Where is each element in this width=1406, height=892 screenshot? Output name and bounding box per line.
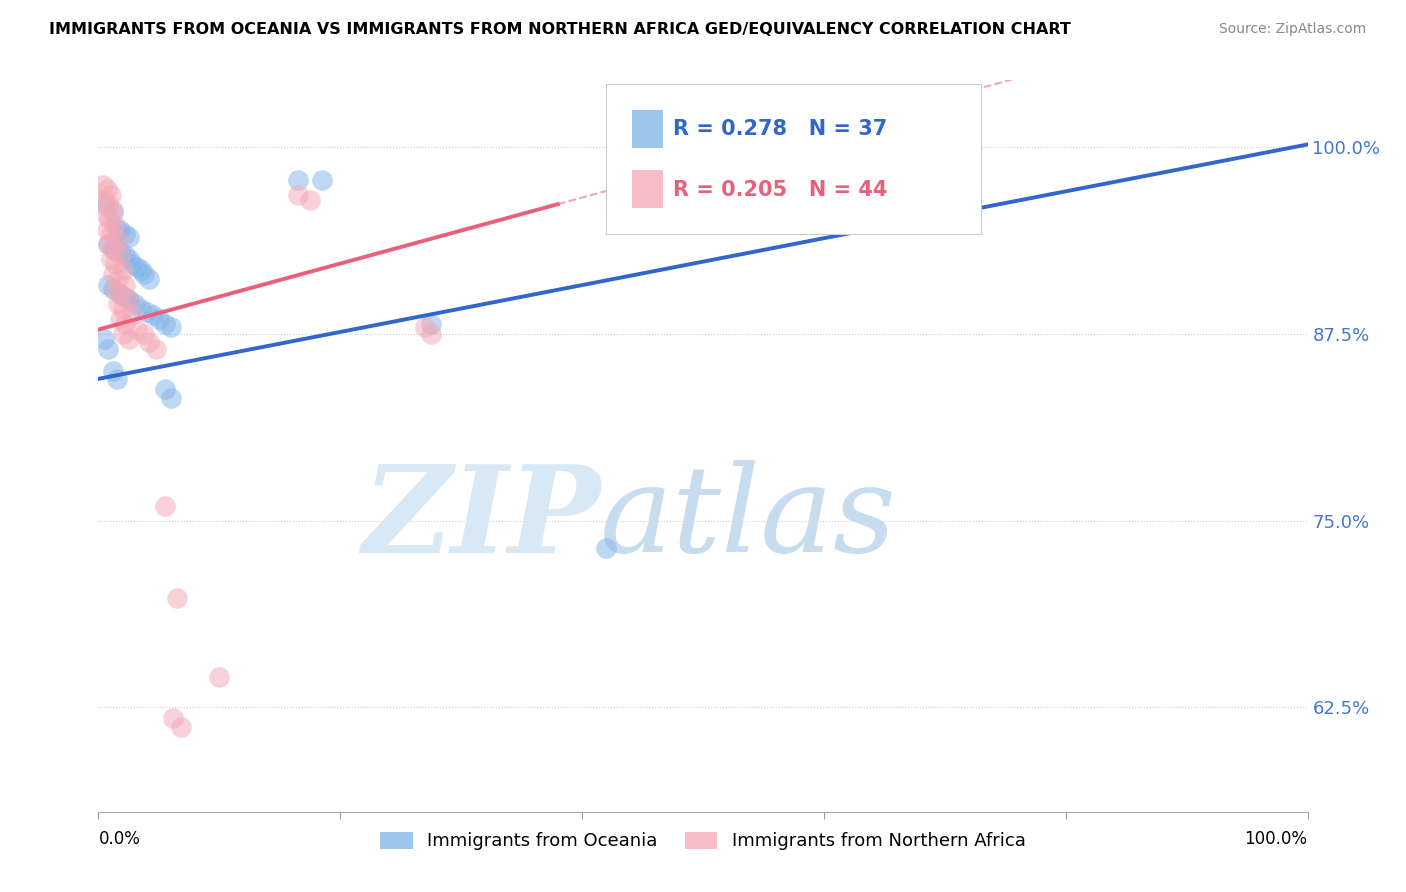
Point [420, 317, 443, 331]
Point [105, 222, 128, 236]
Point [135, 304, 157, 318]
Point [287, 173, 309, 187]
Point [96, 222, 118, 236]
Point [104, 257, 127, 271]
Point [129, 301, 152, 316]
Point [118, 293, 141, 307]
Point [114, 317, 136, 331]
Point [111, 326, 134, 341]
Point [129, 263, 152, 277]
Point [104, 282, 127, 296]
Text: 0.0%: 0.0% [98, 830, 141, 848]
Point [108, 286, 131, 301]
Point [101, 204, 124, 219]
Point [101, 268, 124, 282]
Point [142, 308, 165, 322]
Point [595, 541, 617, 555]
Point [145, 342, 167, 356]
Text: Source: ZipAtlas.com: Source: ZipAtlas.com [1219, 22, 1367, 37]
Point [93, 332, 115, 346]
Point [153, 499, 176, 513]
Point [108, 222, 131, 236]
Point [105, 372, 128, 386]
Point [101, 242, 124, 256]
Point [107, 233, 129, 247]
Text: R = 0.205   N = 44: R = 0.205 N = 44 [672, 180, 887, 200]
Point [134, 268, 156, 282]
Point [148, 312, 170, 326]
FancyBboxPatch shape [606, 84, 981, 234]
Point [287, 188, 309, 202]
Point [138, 272, 160, 286]
Point [107, 297, 129, 311]
Point [160, 319, 183, 334]
Point [111, 301, 134, 316]
Point [169, 720, 191, 734]
Point [124, 297, 146, 311]
Point [101, 242, 124, 256]
Point [91, 178, 114, 192]
Text: 100.0%: 100.0% [1244, 830, 1308, 848]
Point [108, 248, 131, 262]
Point [98, 212, 121, 227]
Point [94, 208, 117, 222]
Point [114, 227, 136, 241]
Point [108, 286, 131, 301]
Point [121, 308, 143, 322]
Point [118, 230, 141, 244]
Point [97, 197, 120, 211]
Point [162, 711, 184, 725]
Point [121, 257, 143, 271]
Point [101, 364, 124, 378]
Point [111, 263, 134, 277]
Text: IMMIGRANTS FROM OCEANIA VS IMMIGRANTS FROM NORTHERN AFRICA GED/EQUIVALENCY CORRE: IMMIGRANTS FROM OCEANIA VS IMMIGRANTS FR… [49, 22, 1071, 37]
Point [100, 227, 122, 241]
Point [100, 188, 122, 202]
Point [108, 312, 131, 326]
Point [311, 173, 333, 187]
Point [160, 391, 183, 405]
Point [153, 382, 176, 396]
Point [97, 342, 120, 356]
Point [96, 182, 118, 196]
Text: atlas: atlas [600, 460, 897, 578]
Point [114, 248, 136, 262]
Point [107, 272, 129, 286]
Point [93, 197, 115, 211]
FancyBboxPatch shape [631, 170, 664, 209]
Point [127, 260, 149, 274]
FancyBboxPatch shape [631, 110, 664, 147]
Point [299, 193, 322, 207]
Point [97, 237, 120, 252]
Point [166, 591, 188, 606]
Point [413, 319, 436, 334]
Point [114, 277, 136, 292]
Point [134, 326, 156, 341]
Point [108, 244, 131, 259]
Point [118, 252, 141, 267]
Point [208, 670, 231, 684]
Point [420, 326, 443, 341]
Point [93, 193, 115, 207]
Text: R = 0.278   N = 37: R = 0.278 N = 37 [672, 120, 887, 139]
Point [118, 332, 141, 346]
Point [97, 237, 120, 252]
Point [153, 317, 176, 331]
Point [100, 252, 122, 267]
Point [118, 293, 141, 307]
Text: ZIP: ZIP [361, 460, 600, 578]
Point [97, 277, 120, 292]
Point [104, 218, 127, 232]
Legend: Immigrants from Oceania, Immigrants from Northern Africa: Immigrants from Oceania, Immigrants from… [373, 824, 1033, 857]
Point [101, 203, 124, 218]
Point [127, 322, 149, 336]
Point [114, 290, 136, 304]
Point [101, 282, 124, 296]
Point [138, 334, 160, 349]
